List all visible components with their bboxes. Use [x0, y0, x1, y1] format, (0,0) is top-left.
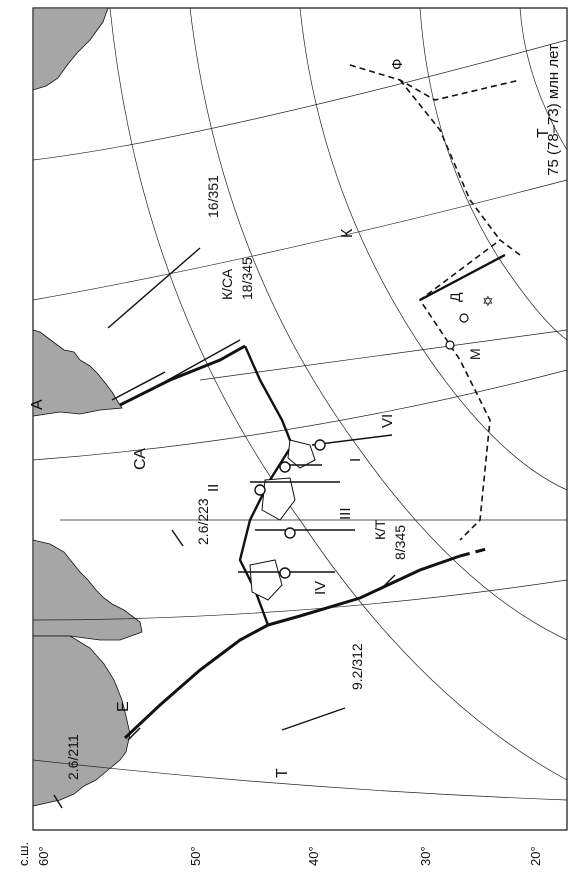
- label-kt: К/Т: [372, 519, 388, 540]
- terrane-i: I: [347, 458, 364, 462]
- axis-unit-label: с.ш.: [16, 842, 31, 866]
- subduction-eurasia: [123, 623, 269, 740]
- label-kca: К/СА: [219, 268, 235, 300]
- trench-south-dashed: [459, 546, 491, 558]
- map-title: 75 (78–73) млн лет: [545, 44, 562, 176]
- kula-na-boundary: [119, 344, 246, 407]
- terrane-labels: VI I II III IV: [205, 414, 396, 595]
- vector-2-6-211: [53, 794, 63, 809]
- terrane-iv: IV: [312, 581, 329, 595]
- map-frame: [32, 7, 568, 831]
- trench-south: [267, 554, 461, 627]
- label-k: К: [339, 228, 356, 238]
- vector-18-345: [149, 339, 241, 391]
- terrane-iii: III: [337, 507, 354, 520]
- label-v6: 2.6/211: [65, 734, 81, 780]
- plate-boundaries: [111, 64, 521, 741]
- transform-upper: [399, 79, 501, 241]
- vector-9-2-312: [281, 707, 346, 731]
- lat-tick-30: 30°: [418, 846, 433, 866]
- label-v3: 8/345: [392, 525, 408, 560]
- lat-tick-40: 40°: [306, 846, 321, 866]
- displacement-vectors: [53, 247, 396, 809]
- markers: ✡: [445, 293, 494, 350]
- lat-tick-20: 20°: [528, 846, 543, 866]
- kula-na-boundary-2: [111, 371, 166, 401]
- star-icon: ✡: [482, 293, 494, 309]
- terrane-blocks: [249, 439, 316, 601]
- label-v4: 2.6/223: [195, 498, 211, 545]
- land-masses: [32, 7, 143, 807]
- spreading-ridge-upper: [349, 64, 521, 101]
- land-top-left: [32, 7, 109, 91]
- label-m: М: [467, 348, 483, 360]
- label-e: Е: [115, 701, 132, 712]
- vector-8-345: [379, 574, 396, 591]
- label-a: А: [29, 399, 46, 410]
- terrane-ii: II: [205, 484, 222, 492]
- label-d: Д: [447, 292, 463, 302]
- vector-16-351: [107, 247, 201, 329]
- boundary-left-double: [127, 727, 141, 741]
- vector-2-6-223: [171, 529, 184, 547]
- label-t-right: Т: [535, 128, 552, 138]
- lat-tick-50: 50°: [188, 846, 203, 866]
- label-ca: СА: [132, 448, 149, 470]
- error-points: [254, 439, 326, 579]
- land-bottom-left: [32, 635, 131, 807]
- land-mid-left: [32, 539, 143, 641]
- label-t-bottom: Т: [274, 768, 291, 778]
- magnetic-seg: [419, 253, 506, 302]
- graticule: [32, 7, 568, 801]
- terrane-vi: VI: [379, 414, 396, 428]
- label-v1: 16/351: [205, 175, 221, 218]
- label-f: Ф: [389, 59, 406, 70]
- land-north-america-coast: [32, 329, 123, 417]
- lat-tick-60: 60°: [36, 846, 51, 866]
- label-v2: 18/345: [239, 257, 255, 300]
- label-v5: 9.2/312: [349, 643, 365, 690]
